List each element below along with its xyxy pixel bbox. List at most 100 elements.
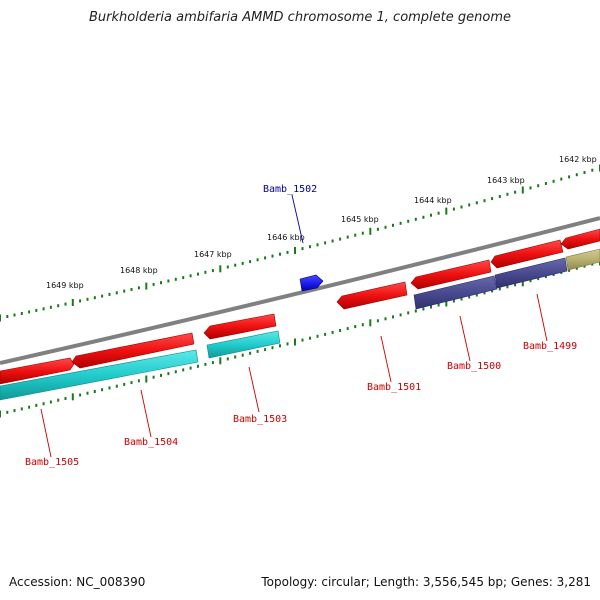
minor-tick (211, 269, 214, 273)
genome-summary-text: Topology: circular; Length: 3,556,545 bp… (261, 575, 591, 589)
minor-tick (123, 289, 126, 293)
minor-tick (498, 195, 501, 198)
tick-label: 1646 kbp (267, 233, 305, 242)
gene-arrow-bamb-1505[interactable] (0, 357, 75, 385)
minor-tick (460, 297, 463, 301)
gene-label-bamb-1500[interactable]: Bamb_1500 (447, 361, 501, 372)
minor-tick (506, 285, 509, 289)
minor-tick (437, 211, 440, 215)
minor-tick (174, 370, 177, 374)
minor-tick (301, 247, 304, 251)
gene-label-bamb-1502[interactable]: Bamb_1502 (263, 184, 317, 195)
tick-label: 1648 kbp (120, 266, 158, 275)
minor-tick (324, 332, 327, 336)
leader-line (140, 389, 152, 438)
minor-tick (108, 292, 111, 296)
minor-tick (361, 323, 364, 327)
minor-tick (316, 334, 319, 338)
major-tick (521, 279, 524, 287)
product-bar-khaki[interactable] (565, 248, 600, 271)
minor-tick (79, 393, 82, 397)
product-bar-cyan-1[interactable] (0, 349, 199, 401)
minor-tick (241, 353, 244, 357)
product-bar-cyan-2[interactable] (206, 330, 281, 359)
major-tick (369, 319, 372, 327)
minor-tick (361, 231, 364, 235)
minor-tick (182, 276, 185, 280)
minor-tick (256, 258, 259, 262)
minor-tick (430, 305, 432, 309)
gene-label-bamb-1499[interactable]: Bamb_1499 (523, 341, 577, 352)
minor-tick (86, 297, 89, 301)
gene-arrow-bamb-1503[interactable] (203, 313, 277, 340)
minor-tick (491, 289, 494, 293)
minor-tick (324, 241, 327, 245)
chromosome-backbone (0, 216, 600, 365)
gene-label-bamb-1501[interactable]: Bamb_1501 (367, 382, 421, 393)
tick-label: 1643 kbp (487, 176, 525, 185)
minor-tick (591, 168, 594, 172)
gene-label-bamb-1505[interactable]: Bamb_1505 (25, 457, 79, 468)
minor-tick (6, 410, 9, 414)
gene-arrow-bamb-1502[interactable] (299, 274, 324, 292)
minor-tick (234, 263, 237, 267)
gene-arrow-bamb-1504[interactable] (71, 332, 195, 369)
minor-tick (286, 342, 289, 346)
minor-tick (399, 221, 402, 225)
minor-tick (279, 344, 281, 348)
minor-tick (226, 357, 229, 361)
minor-tick (241, 261, 244, 265)
minor-tick (491, 197, 494, 201)
genome-title: Burkholderia ambifaria AMMD chromosome 1… (88, 10, 512, 25)
minor-tick (204, 270, 207, 274)
minor-tick (271, 254, 274, 258)
minor-tick (506, 192, 509, 196)
minor-tick (226, 265, 229, 269)
gene-arrow-next[interactable] (560, 228, 600, 250)
minor-tick (279, 252, 281, 256)
minor-tick (20, 312, 23, 315)
product-bar-purple-1[interactable] (413, 275, 498, 310)
minor-tick (167, 372, 170, 376)
leader-line (380, 335, 392, 383)
gene-label-bamb-1503[interactable]: Bamb_1503 (233, 414, 287, 425)
minor-tick (422, 215, 425, 219)
minor-tick (137, 379, 140, 383)
tick-label: 1642 kbp (559, 155, 597, 164)
major-tick (445, 207, 448, 215)
tick-marks-lower (0, 258, 600, 418)
minor-tick (86, 391, 89, 395)
minor-tick (514, 283, 517, 287)
major-tick (219, 265, 222, 273)
leader-line (459, 315, 471, 362)
product-bar-purple-2[interactable] (494, 257, 568, 289)
minor-tick (130, 288, 133, 291)
tick-label: 1647 kbp (194, 250, 232, 259)
minor-tick (407, 311, 410, 315)
minor-tick (452, 207, 455, 211)
minor-tick (392, 315, 394, 319)
major-tick (145, 282, 148, 290)
minor-tick (583, 171, 586, 174)
minor-tick (529, 186, 532, 190)
gene-labels: Bamb_1502 Bamb_1505 Bamb_1504 Bamb_1503 … (25, 184, 577, 468)
minor-tick (331, 330, 334, 334)
minor-tick (204, 362, 207, 366)
major-tick (145, 375, 148, 383)
minor-tick (264, 348, 267, 352)
minor-tick (339, 237, 342, 241)
gene-arrow-bamb-1499[interactable] (490, 239, 564, 269)
minor-tick (123, 382, 126, 386)
gene-label-bamb-1504[interactable]: Bamb_1504 (124, 437, 178, 448)
minor-tick (152, 375, 155, 379)
major-tick (369, 227, 372, 235)
minor-tick (197, 364, 199, 368)
gene-arrow-bamb-1500[interactable] (410, 259, 492, 290)
gene-arrow-bamb-1501[interactable] (336, 281, 408, 310)
minor-tick (115, 291, 118, 295)
minor-tick (167, 279, 170, 283)
minor-tick (460, 205, 463, 209)
minor-tick (79, 299, 82, 303)
tick-label: 1645 kbp (341, 215, 379, 224)
leader-line (40, 408, 52, 458)
